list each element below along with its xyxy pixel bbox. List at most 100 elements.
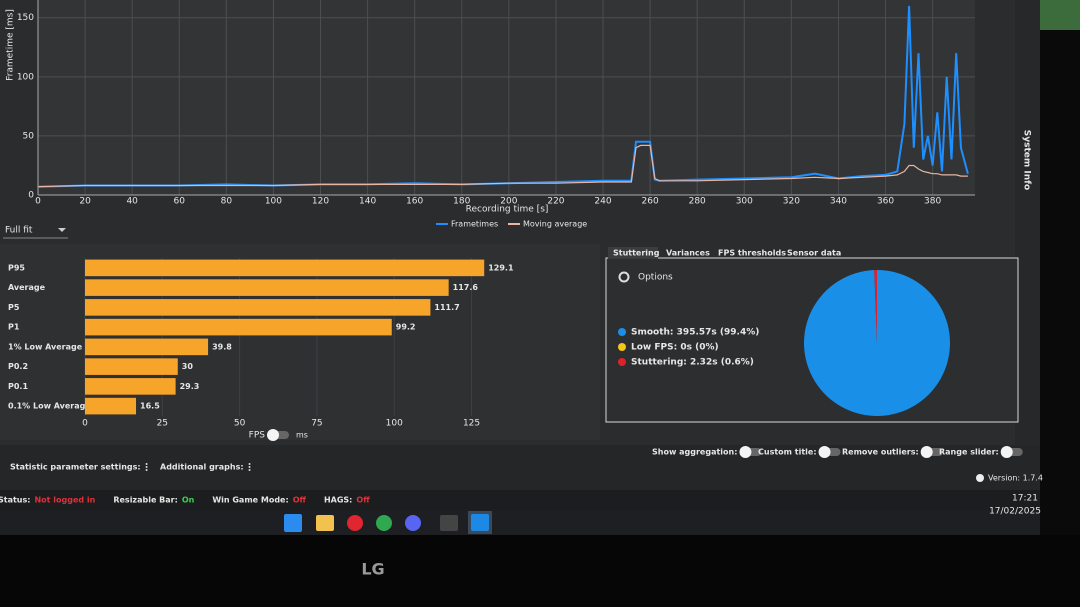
xbox-icon[interactable] (376, 515, 392, 531)
status-value: Off (356, 496, 370, 505)
tab[interactable]: Variances (666, 249, 710, 258)
toggle-knob[interactable] (267, 429, 279, 441)
toggle-label: ms (296, 431, 308, 440)
legend-dot (618, 343, 626, 351)
menu-dots[interactable] (145, 463, 148, 465)
x-tick-label: 120 (312, 197, 329, 207)
app-icon[interactable] (440, 515, 458, 531)
bar-category: P0.1 (8, 382, 28, 391)
x-tick-label: 240 (594, 197, 611, 207)
ambient-glow (1040, 0, 1080, 30)
legend-dot (618, 328, 626, 336)
bar (85, 338, 209, 356)
side-label[interactable]: System Info (1022, 130, 1032, 190)
x-tick-label: 100 (265, 197, 282, 207)
explorer-icon[interactable] (316, 515, 334, 531)
bar (85, 358, 178, 375)
x-tick-label: 280 (689, 197, 706, 207)
setting-label: Remove outliers: (842, 448, 919, 457)
x-tick-label: 0 (82, 419, 88, 429)
bar-value-label: 39.8 (212, 342, 232, 351)
opera-icon[interactable] (347, 515, 363, 531)
bar-category: P0.2 (8, 362, 28, 371)
capframex-icon[interactable] (471, 514, 489, 531)
bar (85, 397, 137, 415)
x-tick-label: 75 (311, 419, 322, 429)
menu-dots[interactable] (145, 469, 148, 471)
scale-select[interactable]: Full fit (5, 226, 33, 236)
bar-value-label: 117.6 (453, 283, 479, 292)
x-tick-label: 100 (386, 419, 403, 429)
x-tick-label: 360 (877, 197, 894, 207)
tab[interactable]: Stuttering (613, 249, 660, 258)
y-axis-title: Frametime [ms] (6, 9, 16, 81)
x-axis-title: Recording time [s] (466, 205, 549, 215)
toggle-knob[interactable] (818, 446, 831, 458)
bar-category: 0.1% Low Average (8, 402, 91, 411)
y-tick-label: 150 (17, 13, 34, 23)
bar (85, 259, 485, 277)
toggle-knob[interactable] (1000, 446, 1013, 458)
tab[interactable]: Sensor data (787, 249, 841, 258)
toggle-label: FPS (249, 431, 266, 441)
x-tick-label: 50 (234, 419, 246, 429)
legend-dot (618, 358, 626, 366)
bar (85, 318, 392, 336)
toggle-knob[interactable] (739, 446, 752, 458)
options[interactable]: Options (638, 273, 673, 283)
pie-slice (874, 270, 877, 343)
side-strip (1015, 0, 1040, 490)
x-tick-label: 40 (126, 197, 138, 207)
pie-legend-label: Stuttering: 2.32s (0.6%) (631, 358, 754, 368)
menu-dots[interactable] (248, 463, 251, 465)
bar (85, 299, 431, 316)
settings-bar (0, 445, 1040, 490)
status-label: Resizable Bar: (113, 496, 177, 505)
clock-time: 17:21 (1012, 494, 1038, 504)
pie-legend-label: Low FPS: 0s (0%) (631, 343, 719, 353)
x-tick-label: 300 (736, 197, 753, 207)
x-tick-label: 60 (174, 197, 186, 207)
x-tick-label: 20 (79, 197, 91, 207)
tab[interactable]: FPS thresholds (718, 249, 786, 258)
version: Version: 1.7.4 (988, 474, 1043, 483)
active-tab (608, 247, 658, 259)
bezel-right (1040, 0, 1080, 607)
x-tick-label: 80 (221, 197, 233, 207)
setting-label[interactable]: Statistic parameter settings: (10, 463, 141, 472)
options-icon[interactable] (618, 271, 630, 283)
bar-value-label: 29.3 (180, 382, 200, 391)
bar-value-label: 30 (182, 362, 194, 371)
menu-dots[interactable] (248, 469, 251, 471)
x-tick-label: 320 (783, 197, 800, 207)
x-tick-label: 180 (453, 197, 470, 207)
x-tick-label: 125 (463, 419, 480, 429)
series-line (37, 144, 968, 188)
status-label: HAGS: (324, 496, 352, 505)
dropdown-arrow (58, 228, 66, 232)
x-tick-label: 25 (157, 419, 168, 429)
bar-category: P95 (8, 263, 25, 272)
bar-category: Average (8, 283, 46, 292)
pie-slice (804, 270, 951, 417)
discord-icon[interactable] (405, 515, 421, 531)
x-tick-label: 260 (642, 197, 659, 207)
menu-dots[interactable] (145, 466, 148, 468)
bar-category: P5 (8, 303, 20, 312)
x-tick-label: 220 (547, 197, 564, 207)
menu-dots[interactable] (248, 466, 251, 468)
y-tick-label: 50 (23, 131, 35, 141)
legend-label: Moving average (523, 220, 587, 229)
bar-value-label: 99.2 (396, 323, 416, 332)
toggle-knob[interactable] (920, 446, 933, 458)
bar-value-label: 129.1 (488, 263, 514, 272)
monitor-bezel (0, 535, 1080, 607)
start-icon[interactable] (284, 514, 302, 532)
pie-legend-label: Smooth: 395.57s (99.4%) (631, 328, 759, 338)
x-tick-label: 340 (830, 197, 847, 207)
setting-label: Custom title: (758, 448, 817, 457)
setting-label[interactable]: Additional graphs: (160, 463, 244, 472)
setting-label: Range slider: (939, 448, 999, 457)
x-tick-label: 160 (406, 197, 423, 207)
